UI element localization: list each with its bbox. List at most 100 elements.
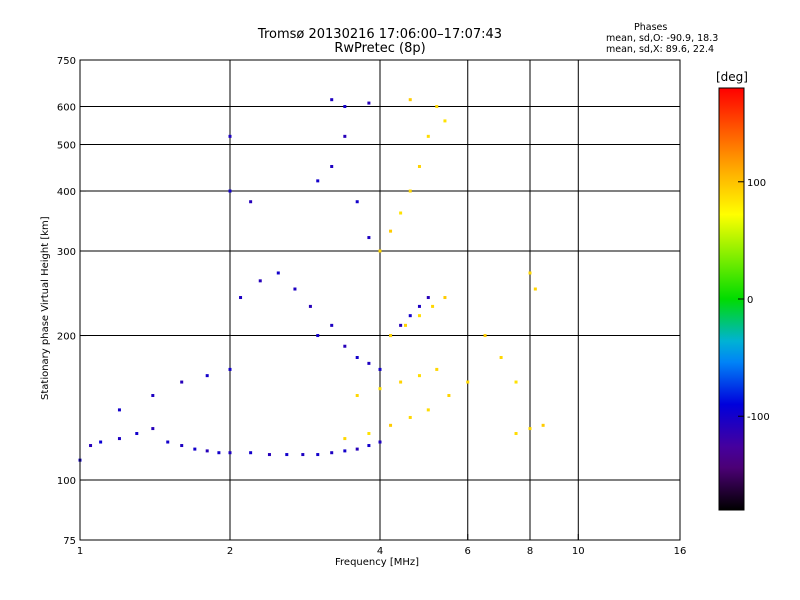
data-point	[217, 451, 221, 455]
data-point	[180, 380, 184, 384]
chart-title: Tromsø 20130216 17:06:00–17:07:43	[257, 27, 503, 42]
x-tick-label: 4	[377, 546, 383, 557]
data-point	[249, 451, 253, 455]
data-point	[316, 179, 320, 183]
data-point	[343, 134, 347, 138]
data-point	[166, 440, 170, 444]
y-tick-label: 100	[57, 476, 76, 487]
y-tick-label: 400	[57, 187, 76, 198]
data-point	[443, 119, 447, 123]
y-tick-label: 75	[63, 536, 76, 547]
data-point	[228, 134, 232, 138]
data-points	[78, 98, 545, 462]
data-point	[426, 408, 430, 412]
data-point	[417, 374, 421, 378]
y-tick-label: 500	[57, 141, 76, 152]
data-point	[330, 451, 334, 455]
data-point	[330, 323, 334, 327]
data-point	[514, 380, 518, 384]
data-point	[117, 408, 121, 412]
data-point	[135, 432, 139, 436]
data-point	[151, 394, 155, 398]
data-point	[466, 380, 470, 384]
data-point	[541, 423, 545, 427]
data-point	[417, 164, 421, 168]
data-point	[378, 440, 382, 444]
y-tick-label: 750	[57, 56, 76, 67]
grid	[80, 60, 680, 540]
data-point	[330, 98, 334, 102]
data-point	[293, 287, 297, 291]
x-tick-label: 2	[227, 546, 233, 557]
data-point	[399, 211, 403, 215]
data-point	[367, 101, 371, 105]
x-tick-label: 8	[527, 546, 533, 557]
data-point	[408, 415, 412, 419]
colorbar-gradient	[718, 87, 745, 511]
data-point	[308, 304, 312, 308]
data-point	[151, 427, 155, 431]
data-point	[180, 444, 184, 448]
y-tick-label: 200	[57, 332, 76, 343]
colorbar: 100 0 -100	[718, 87, 770, 511]
data-point	[399, 323, 403, 327]
data-point	[205, 374, 209, 378]
x-tick-label: 1	[77, 546, 83, 557]
x-axis-label: Frequency [MHz]	[335, 557, 420, 568]
data-point	[267, 453, 271, 457]
colorbar-unit: [deg]	[716, 70, 748, 84]
data-point	[408, 98, 412, 102]
colorbar-tick-label: 100	[747, 178, 766, 189]
data-point	[408, 189, 412, 193]
data-point	[343, 105, 347, 109]
data-point	[389, 229, 393, 233]
data-point	[417, 314, 421, 318]
x-tick-label: 16	[674, 546, 687, 557]
data-point	[417, 304, 421, 308]
data-point	[447, 394, 451, 398]
data-point	[499, 355, 503, 359]
y-tick-label: 300	[57, 247, 76, 258]
data-point	[389, 334, 393, 338]
data-point	[89, 444, 93, 448]
data-point	[403, 323, 407, 327]
data-point	[249, 200, 253, 204]
data-point	[316, 334, 320, 338]
data-point	[367, 444, 371, 448]
chart-subtitle: RwPretec (8p)	[334, 41, 426, 56]
data-point	[117, 437, 121, 441]
data-point	[443, 296, 447, 300]
data-point	[99, 440, 103, 444]
data-point	[431, 304, 435, 308]
data-point	[228, 189, 232, 193]
data-point	[367, 236, 371, 240]
data-point	[408, 314, 412, 318]
data-point	[426, 296, 430, 300]
data-point	[426, 134, 430, 138]
data-point	[533, 287, 537, 291]
data-point	[239, 296, 243, 300]
stats-x-mode: mean, sd,X: 89.6, 22.4	[606, 44, 715, 55]
data-point	[343, 344, 347, 348]
data-point	[435, 367, 439, 371]
stats-o-mode: mean, sd,O: -90.9, 18.3	[606, 33, 719, 44]
data-point	[355, 394, 359, 398]
data-point	[285, 453, 289, 457]
colorbar-tick-label: -100	[747, 412, 770, 423]
data-point	[355, 447, 359, 451]
y-axis-label: Stationary phase Virtual Height [km]	[40, 216, 51, 400]
data-point	[228, 451, 232, 455]
data-point	[367, 432, 371, 436]
data-point	[514, 432, 518, 436]
data-point	[378, 367, 382, 371]
data-point	[343, 449, 347, 453]
data-point	[316, 453, 320, 457]
data-point	[399, 380, 403, 384]
colorbar-tick-label: 0	[747, 295, 753, 306]
data-point	[276, 271, 280, 275]
x-tick-label: 10	[572, 546, 585, 557]
data-point	[389, 423, 393, 427]
axes: 1 2 4 6 8 10 16 75 100 200 300 400 500 600 750	[57, 56, 686, 557]
data-point	[301, 453, 305, 457]
